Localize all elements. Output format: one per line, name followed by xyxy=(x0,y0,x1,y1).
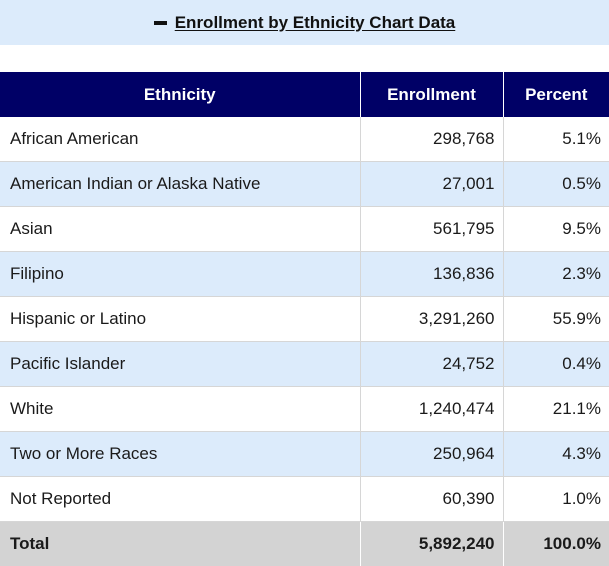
percent-cell: 0.4% xyxy=(503,342,609,387)
enrollment-cell: 3,291,260 xyxy=(360,297,503,342)
table-row: Two or More Races 250,964 4.3% xyxy=(0,432,609,477)
table-row: Asian 561,795 9.5% xyxy=(0,207,609,252)
column-header-ethnicity: Ethnicity xyxy=(0,72,360,117)
table-row: Not Reported 60,390 1.0% xyxy=(0,477,609,522)
ethnicity-cell: Two or More Races xyxy=(0,432,360,477)
percent-cell: 2.3% xyxy=(503,252,609,297)
percent-cell: 1.0% xyxy=(503,477,609,522)
percent-cell: 21.1% xyxy=(503,387,609,432)
ethnicity-cell: American Indian or Alaska Native xyxy=(0,162,360,207)
enrollment-cell: 27,001 xyxy=(360,162,503,207)
ethnicity-cell: Hispanic or Latino xyxy=(0,297,360,342)
enrollment-cell: 298,768 xyxy=(360,117,503,162)
percent-cell: 5.1% xyxy=(503,117,609,162)
table-header-row: Ethnicity Enrollment Percent xyxy=(0,72,609,117)
ethnicity-cell: Filipino xyxy=(0,252,360,297)
percent-cell: 4.3% xyxy=(503,432,609,477)
enrollment-cell: 1,240,474 xyxy=(360,387,503,432)
total-enrollment: 5,892,240 xyxy=(360,522,503,566)
table-row: White 1,240,474 21.1% xyxy=(0,387,609,432)
collapse-toggle[interactable]: Enrollment by Ethnicity Chart Data xyxy=(154,13,456,33)
table-row: African American 298,768 5.1% xyxy=(0,117,609,162)
section-title[interactable]: Enrollment by Ethnicity Chart Data xyxy=(175,13,456,33)
enrollment-cell: 60,390 xyxy=(360,477,503,522)
ethnicity-cell: Pacific Islander xyxy=(0,342,360,387)
total-percent: 100.0% xyxy=(503,522,609,566)
ethnicity-cell: White xyxy=(0,387,360,432)
ethnicity-cell: African American xyxy=(0,117,360,162)
total-row: Total 5,892,240 100.0% xyxy=(0,522,609,566)
ethnicity-cell: Asian xyxy=(0,207,360,252)
percent-cell: 9.5% xyxy=(503,207,609,252)
total-label: Total xyxy=(0,522,360,566)
enrollment-cell: 250,964 xyxy=(360,432,503,477)
section-header: Enrollment by Ethnicity Chart Data xyxy=(0,0,609,45)
minus-icon xyxy=(154,21,167,25)
ethnicity-cell: Not Reported xyxy=(0,477,360,522)
enrollment-cell: 561,795 xyxy=(360,207,503,252)
enrollment-cell: 24,752 xyxy=(360,342,503,387)
column-header-enrollment: Enrollment xyxy=(360,72,503,117)
percent-cell: 0.5% xyxy=(503,162,609,207)
table-row: Hispanic or Latino 3,291,260 55.9% xyxy=(0,297,609,342)
table-row: American Indian or Alaska Native 27,001 … xyxy=(0,162,609,207)
column-header-percent: Percent xyxy=(503,72,609,117)
enrollment-cell: 136,836 xyxy=(360,252,503,297)
percent-cell: 55.9% xyxy=(503,297,609,342)
table-row: Pacific Islander 24,752 0.4% xyxy=(0,342,609,387)
enrollment-table: Ethnicity Enrollment Percent African Ame… xyxy=(0,72,609,566)
table-row: Filipino 136,836 2.3% xyxy=(0,252,609,297)
